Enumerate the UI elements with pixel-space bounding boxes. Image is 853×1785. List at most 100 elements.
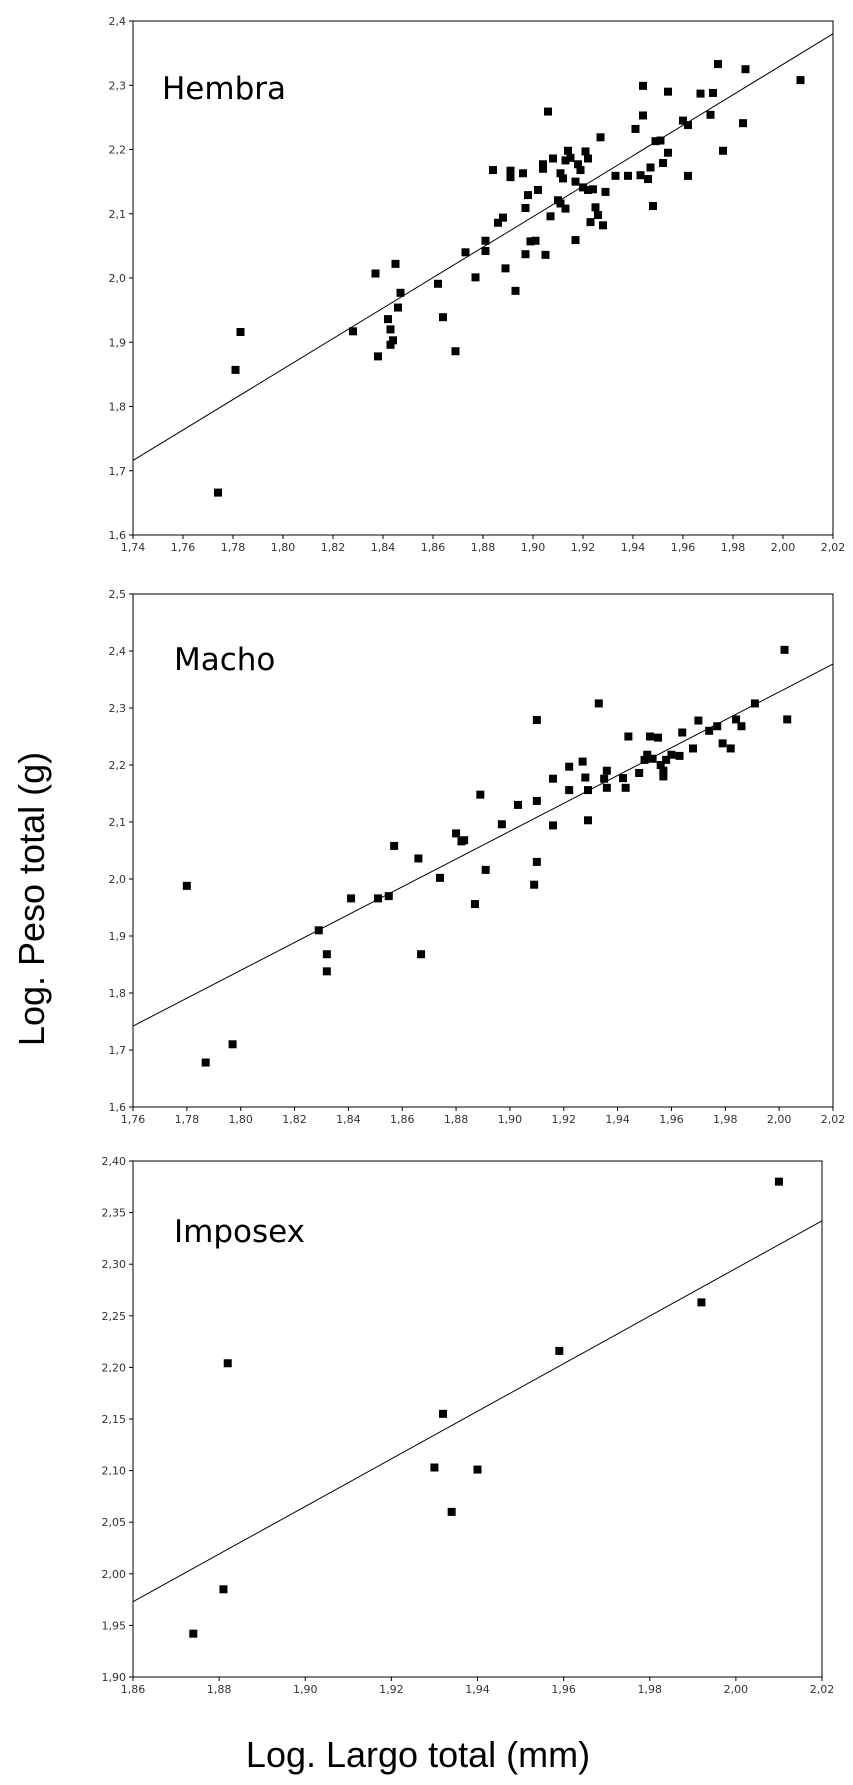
data-point <box>594 211 602 220</box>
data-point <box>601 187 610 196</box>
data-point <box>384 892 393 901</box>
y-tick-label: 1,7 <box>109 1044 127 1057</box>
data-point <box>664 87 672 96</box>
data-point <box>636 171 645 180</box>
data-point <box>481 865 490 874</box>
x-tick-label: 1,82 <box>282 1113 307 1126</box>
data-point <box>391 259 400 268</box>
data-point <box>481 247 490 256</box>
panel-label-macho: Macho <box>174 642 275 678</box>
data-point <box>521 203 530 212</box>
data-point <box>374 352 382 361</box>
scatter-panel-hembra: Hembra 1,74 1,76 1,78 1,80 1,82 1,84 1,86 1,88 1… <box>109 15 846 554</box>
data-point <box>451 347 460 356</box>
data-point <box>709 88 717 97</box>
data-point <box>732 715 741 724</box>
x-tick-label: 1,76 <box>171 541 196 554</box>
x-tick-label: 1,78 <box>221 541 246 554</box>
data-point <box>750 699 759 708</box>
data-point <box>602 766 611 775</box>
data-point <box>501 264 510 273</box>
data-point <box>694 716 703 725</box>
x-tick-label: 1,80 <box>228 1113 253 1126</box>
data-point <box>564 146 572 155</box>
data-point <box>435 873 444 882</box>
data-point <box>322 967 331 976</box>
data-point <box>599 221 607 230</box>
data-point <box>581 773 590 782</box>
data-point <box>651 137 660 146</box>
x-tick-label: 1,94 <box>621 541 646 554</box>
x-tick-label: 1,88 <box>444 1113 469 1126</box>
data-point <box>534 185 542 194</box>
x-axis-title: Log. Largo total (mm) <box>246 1734 590 1775</box>
x-tick-label: 1,98 <box>713 1113 738 1126</box>
y-tick-label: 1,9 <box>109 336 127 349</box>
data-point <box>546 212 555 221</box>
data-point <box>659 766 668 775</box>
data-point <box>439 1409 448 1418</box>
y-tick-label: 1,8 <box>109 401 127 414</box>
data-point <box>565 762 574 771</box>
x-tick-label: 1,94 <box>605 1113 630 1126</box>
data-points <box>182 645 792 1067</box>
data-point <box>201 1058 210 1067</box>
data-point <box>555 1346 564 1355</box>
y-tick-label: 2,0 <box>109 873 127 886</box>
x-tick-label: 1,88 <box>207 1683 232 1696</box>
y-axis-title: Log. Peso total (g) <box>11 752 52 1046</box>
y-tick-label: 2,2 <box>109 759 127 772</box>
x-tick-label: 1,98 <box>638 1683 663 1696</box>
data-point <box>386 325 395 334</box>
y-tick-label: 2,2 <box>109 144 127 157</box>
data-point <box>497 820 506 829</box>
data-point <box>322 950 331 959</box>
y-tick-label: 2,4 <box>109 15 127 28</box>
data-point <box>549 154 557 163</box>
y-tick-label: 2,15 <box>102 1413 127 1426</box>
data-point <box>596 133 605 142</box>
data-point <box>386 340 395 349</box>
data-point <box>561 156 570 165</box>
data-point <box>476 790 485 799</box>
data-point <box>576 166 585 175</box>
data-point <box>417 950 426 959</box>
data-point <box>524 191 532 200</box>
data-point <box>635 768 644 777</box>
y-tick-label: 2,00 <box>102 1568 127 1581</box>
data-point <box>619 774 627 783</box>
data-point <box>532 857 541 866</box>
x-tick-label: 2,02 <box>810 1683 835 1696</box>
data-point <box>461 248 470 257</box>
y-tick-label: 2,4 <box>109 645 127 658</box>
x-tick-label: 1,92 <box>571 541 596 554</box>
y-tick-label: 1,6 <box>109 1101 127 1114</box>
x-tick-label: 2,02 <box>821 541 846 554</box>
y-tick-label: 2,40 <box>102 1155 127 1168</box>
data-point <box>600 774 609 783</box>
data-point <box>526 237 535 246</box>
x-tick-label: 1,92 <box>552 1113 577 1126</box>
y-tick-label: 2,1 <box>109 816 127 829</box>
data-point <box>780 645 789 654</box>
data-point <box>489 166 497 175</box>
x-tick-label: 1,74 <box>121 541 146 554</box>
data-point <box>314 926 323 935</box>
data-point <box>470 900 479 909</box>
data-point <box>189 1629 198 1638</box>
data-point <box>519 169 527 178</box>
data-point <box>714 60 722 69</box>
data-point <box>460 836 469 845</box>
data-point <box>639 81 647 90</box>
x-tick-label: 1,92 <box>379 1683 404 1696</box>
data-point <box>621 783 630 792</box>
data-point <box>374 894 382 903</box>
data-point <box>347 894 356 903</box>
regression-line <box>132 1220 823 1603</box>
x-tick-label: 1,90 <box>293 1683 318 1696</box>
tick-layer: 1,76 1,78 1,80 1,82 1,84 1,86 1,88 1,90 1,92 1,94… <box>109 588 846 1126</box>
data-point <box>679 116 687 125</box>
data-point <box>648 754 657 763</box>
data-point <box>471 273 480 282</box>
